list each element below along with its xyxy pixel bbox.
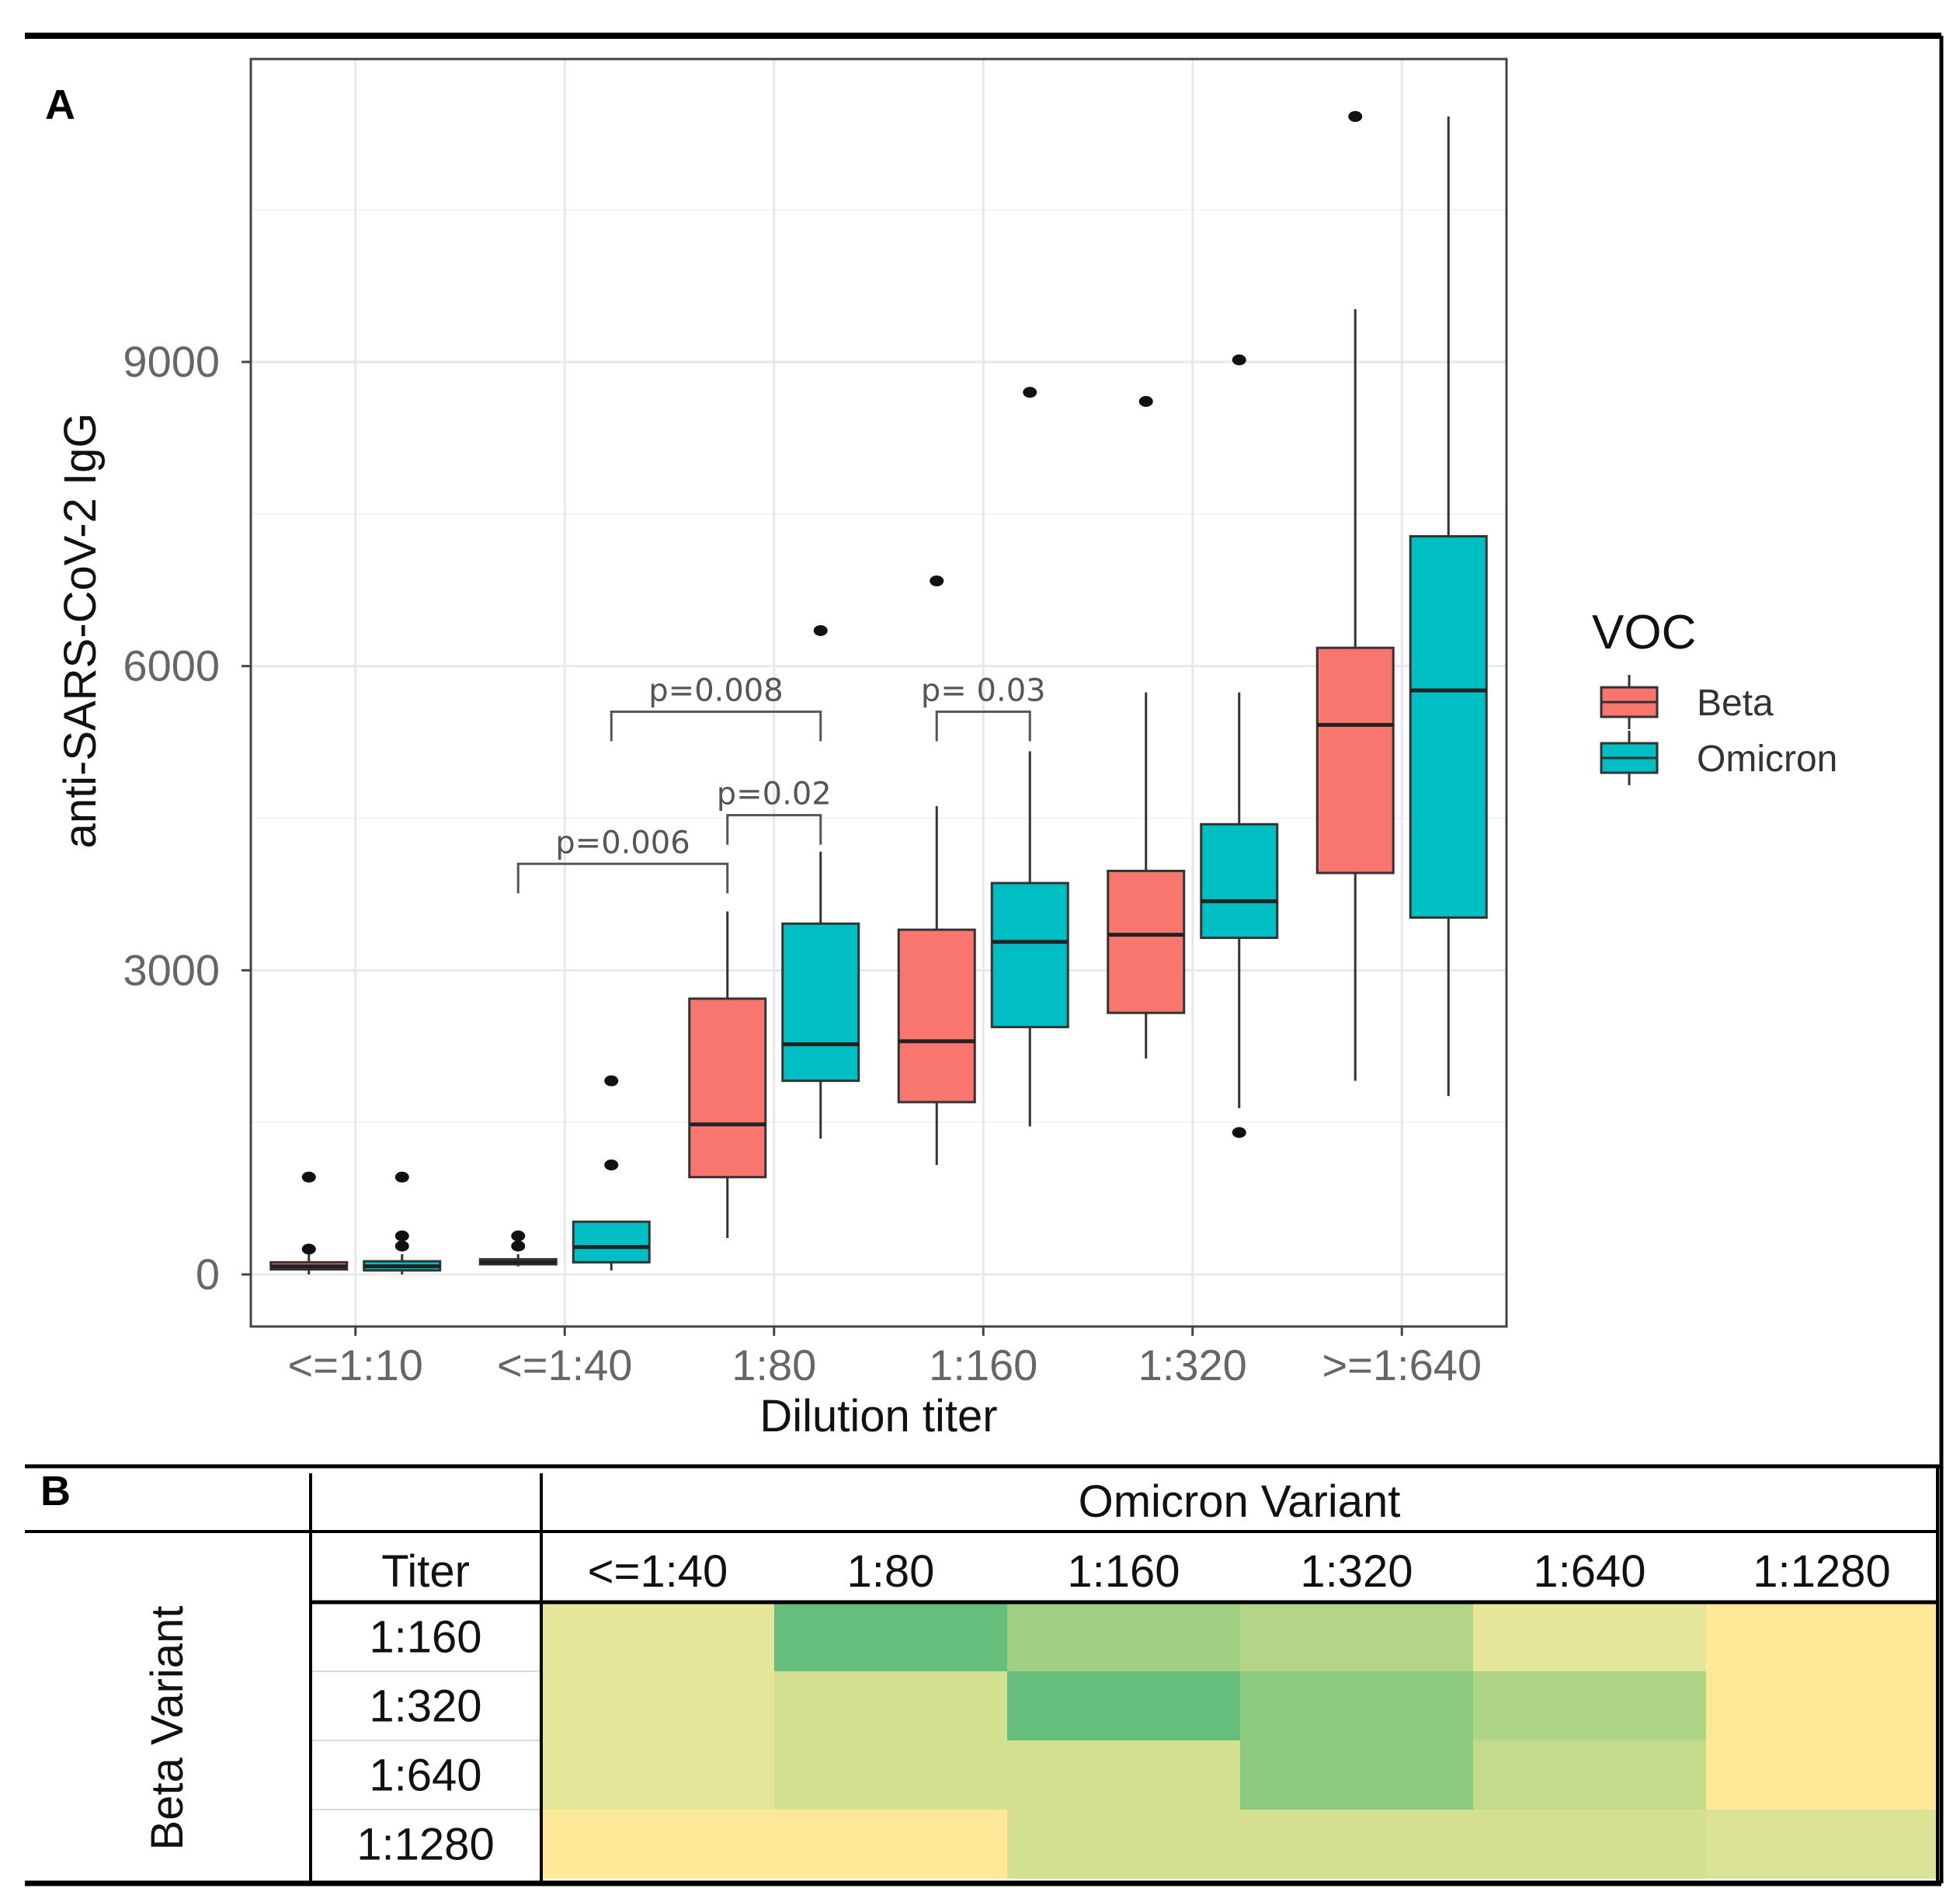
outlier-point <box>394 1171 409 1183</box>
heat-cell <box>774 1810 1007 1879</box>
y-axis-title: anti-SARS-CoV-2 IgG <box>55 413 106 849</box>
column-header: 1:1280 <box>1753 1546 1890 1597</box>
outlier-point <box>511 1230 526 1242</box>
y-tick-label: 9000 <box>123 337 220 386</box>
column-header: 1:80 <box>847 1546 935 1597</box>
box-omicron <box>572 1220 651 1264</box>
legend-label-omicron: Omicron <box>1697 739 1837 780</box>
column-group-header: Omicron Variant <box>1079 1476 1401 1527</box>
heat-cell <box>541 1740 774 1810</box>
heat-cell <box>541 1671 774 1740</box>
x-tick-label: <=1:10 <box>288 1340 423 1389</box>
row-group-header: Beta Variant <box>142 1606 193 1851</box>
outlier-point <box>1348 111 1363 123</box>
heat-cell <box>1007 1740 1240 1810</box>
y-tick-label: 3000 <box>123 945 220 994</box>
x-tick-label: >=1:640 <box>1322 1340 1482 1389</box>
box-omicron <box>1409 535 1488 919</box>
box-omicron <box>781 922 860 1083</box>
outlier-point <box>1138 395 1153 407</box>
row-header: 1:1280 <box>356 1820 494 1870</box>
heat-cell <box>1007 1810 1240 1879</box>
x-tick-label: <=1:40 <box>497 1340 632 1389</box>
x-axis-title: Dilution titer <box>759 1391 997 1441</box>
outlier-point <box>301 1171 316 1183</box>
box-beta <box>897 928 976 1104</box>
significance-bracket <box>726 814 822 845</box>
heat-cell <box>1706 1740 1937 1810</box>
x-tick-label: 1:320 <box>1138 1340 1247 1389</box>
heat-cell <box>1706 1602 1937 1671</box>
significance-bracket <box>610 710 822 742</box>
box-beta <box>688 997 767 1179</box>
outlier-point <box>394 1240 409 1252</box>
corner-header: Titer <box>381 1546 470 1597</box>
titer-heatmap-table: B Omicron Variant Titer <=1:40 1:80 1:160 1:3… <box>25 1466 1939 1883</box>
outlier-point <box>604 1075 619 1087</box>
row-header: 1:320 <box>369 1681 481 1732</box>
panel-a-label: A <box>45 82 75 128</box>
legend-title: VOC <box>1592 606 1696 659</box>
outlier-point <box>394 1230 409 1242</box>
outlier-point <box>604 1160 619 1170</box>
heat-cell <box>541 1602 774 1671</box>
box-beta <box>1107 869 1186 1014</box>
column-header: 1:640 <box>1533 1546 1645 1597</box>
heat-cell <box>1473 1740 1706 1810</box>
box-omicron <box>1200 822 1279 940</box>
heat-cell <box>774 1671 1007 1740</box>
column-header: 1:160 <box>1067 1546 1180 1597</box>
y-tick-label: 6000 <box>123 642 220 690</box>
heat-cell <box>1240 1602 1473 1671</box>
heat-cell <box>774 1740 1007 1810</box>
heat-cell <box>1240 1740 1473 1810</box>
column-header: 1:320 <box>1300 1546 1413 1597</box>
significance-bracket <box>935 710 1031 742</box>
box-beta <box>1315 646 1395 874</box>
x-tick-label: 1:160 <box>929 1340 1037 1389</box>
heat-cell <box>1007 1602 1240 1671</box>
plot-border <box>249 57 1508 1328</box>
outlier-point <box>813 624 828 636</box>
heat-cell <box>1240 1810 1473 1879</box>
x-tick-label: 1:80 <box>732 1340 816 1389</box>
box-plot: p=0.008 p=0.02 p=0.006 p= 0.03 0 3000 6000 9000… <box>55 57 1837 1441</box>
heat-cell <box>1240 1671 1473 1740</box>
row-header: 1:640 <box>369 1751 481 1801</box>
outlier-point <box>930 575 944 586</box>
significance-bracket <box>516 862 729 894</box>
heat-cell <box>774 1602 1007 1671</box>
heat-cell <box>1473 1671 1706 1740</box>
column-header: <=1:40 <box>588 1546 728 1597</box>
p-value-label: p= 0.03 <box>921 673 1046 708</box>
legend-label-beta: Beta <box>1697 683 1774 724</box>
outlier-point <box>1232 354 1246 366</box>
panel-b-label: B <box>40 1468 71 1514</box>
heat-cell <box>1007 1671 1240 1740</box>
y-tick-label: 0 <box>196 1250 220 1299</box>
heat-cell <box>541 1810 774 1879</box>
p-value-label: p=0.006 <box>555 825 690 861</box>
heat-cell <box>1706 1671 1937 1740</box>
heat-cell <box>1473 1602 1706 1671</box>
outlier-point <box>1232 1127 1246 1139</box>
p-value-label: p=0.02 <box>717 777 832 812</box>
heat-cell <box>1706 1810 1937 1879</box>
box-omicron <box>990 881 1069 1028</box>
outlier-point <box>511 1240 526 1252</box>
p-value-label: p=0.008 <box>648 673 783 708</box>
heat-cell <box>1473 1810 1706 1879</box>
outlier-point <box>301 1243 316 1255</box>
figure-frame <box>25 33 1944 1886</box>
outlier-point <box>1023 387 1037 398</box>
row-header: 1:160 <box>369 1612 481 1663</box>
plot-background <box>251 59 1506 1326</box>
